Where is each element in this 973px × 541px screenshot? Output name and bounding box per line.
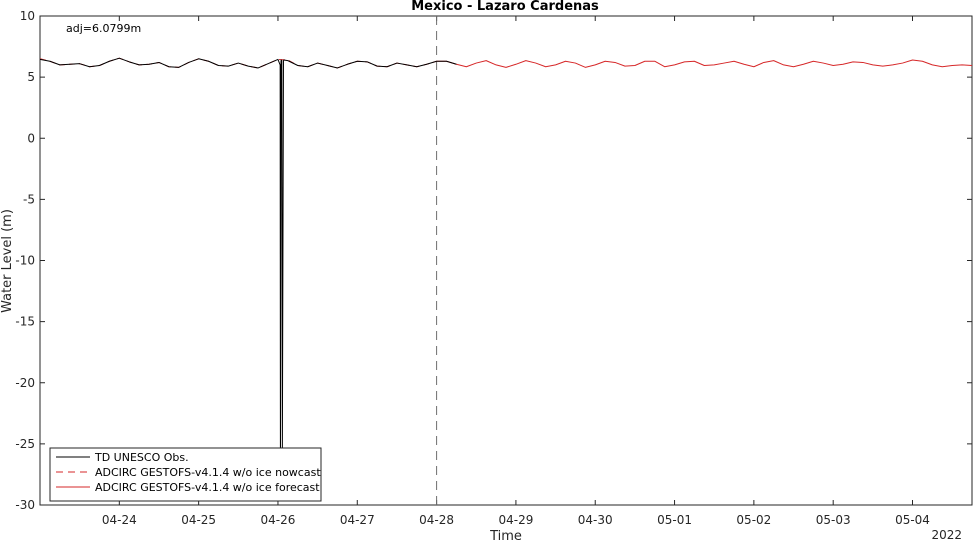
x-tick-label: 05-04 (895, 513, 930, 527)
y-tick-label: -30 (15, 498, 35, 512)
series-line-obs (39, 57, 457, 494)
legend-label-nowcast: ADCIRC GESTOFS-v4.1.4 w/o ice nowcast (95, 466, 321, 479)
legend: TD UNESCO Obs. ADCIRC GESTOFS-v4.1.4 w/o… (49, 447, 322, 502)
legend-label-forecast: ADCIRC GESTOFS-v4.1.4 w/o ice forecast (95, 481, 320, 494)
y-tick-label: -25 (15, 437, 35, 451)
x-axis-title: Time (489, 529, 522, 541)
y-axis: 10 5 0 -5 -10 -15 -20 -25 -30 (15, 9, 972, 512)
x-axis: 04-24 04-25 04-26 04-27 04-28 04-29 04-30 05-01… (102, 16, 930, 527)
x-tick-label: 04-25 (181, 513, 216, 527)
series-line-forecast (436, 59, 973, 68)
y-tick-label: -5 (23, 192, 35, 206)
adjustment-annotation: adj=6.0799m (66, 22, 141, 35)
x-tick-label: 05-01 (657, 513, 692, 527)
x-tick-label: 04-29 (498, 513, 533, 527)
chart-title: Mexico - Lazaro Cardenas (411, 0, 599, 14)
y-axis-title: Water Level (m) (0, 209, 15, 313)
x-tick-label: 04-27 (340, 513, 375, 527)
x-tick-label: 05-03 (816, 513, 851, 527)
y-tick-label: 0 (27, 131, 35, 145)
x-tick-label: 04-30 (578, 513, 613, 527)
y-tick-label: -20 (15, 376, 35, 390)
y-tick-label: -10 (15, 254, 35, 268)
x-tick-label: 05-02 (736, 513, 771, 527)
x-tick-label: 04-26 (261, 513, 296, 527)
y-tick-label: 5 (27, 70, 35, 84)
x-tick-label: 04-24 (102, 513, 137, 527)
x-tick-label: 04-28 (419, 513, 454, 527)
legend-box (49, 447, 322, 502)
legend-label-obs: TD UNESCO Obs. (94, 451, 189, 464)
year-label: 2022 (931, 528, 962, 541)
series-layer (39, 57, 973, 494)
y-tick-label: -15 (15, 315, 35, 329)
y-tick-label: 10 (20, 9, 35, 23)
